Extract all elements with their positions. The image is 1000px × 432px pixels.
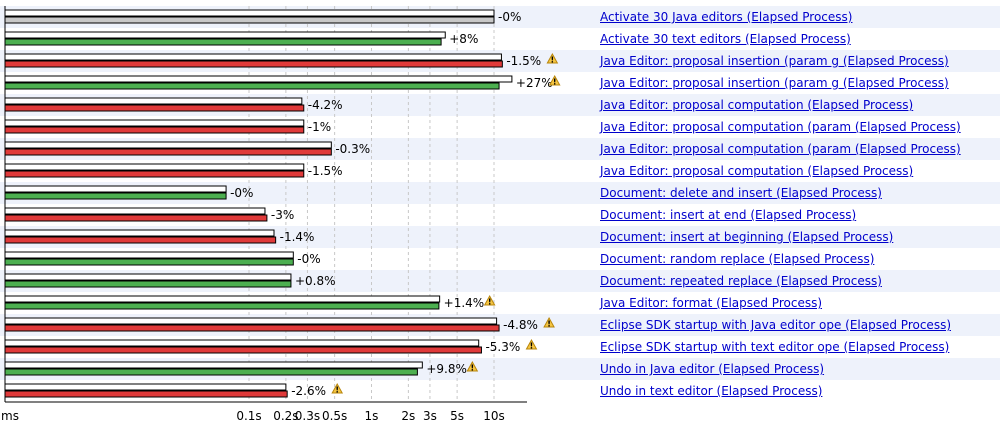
x-tick-label: 2s bbox=[401, 409, 415, 423]
scenario-link[interactable]: Java Editor: proposal computation (param… bbox=[600, 142, 961, 156]
row-background bbox=[0, 182, 1000, 204]
x-tick-label: 5s bbox=[450, 409, 464, 423]
current-bar bbox=[4, 104, 305, 112]
current-bar bbox=[4, 214, 268, 222]
baseline-bar bbox=[4, 251, 294, 259]
delta-label: -0% bbox=[230, 186, 253, 200]
scenario-link[interactable]: Activate 30 text editors (Elapsed Proces… bbox=[600, 32, 851, 46]
scenario-link[interactable]: Eclipse SDK startup with Java editor ope… bbox=[600, 318, 951, 332]
baseline-bar bbox=[4, 163, 305, 171]
x-tick-label: ms bbox=[1, 409, 19, 423]
scenario-link[interactable]: Java Editor: proposal computation (param… bbox=[600, 120, 961, 134]
scenario-link[interactable]: Document: delete and insert (Elapsed Pro… bbox=[600, 186, 882, 200]
current-bar bbox=[4, 280, 292, 288]
delta-label: +1.4% bbox=[444, 296, 485, 310]
current-bar bbox=[4, 390, 288, 398]
baseline-bar bbox=[4, 97, 303, 105]
delta-label: -4.8% bbox=[503, 318, 538, 332]
warning-icon-mark: ! bbox=[335, 386, 339, 395]
current-bar bbox=[4, 60, 503, 68]
baseline-bar bbox=[4, 295, 441, 303]
warning-icon-mark: ! bbox=[553, 78, 557, 87]
delta-label: +27% bbox=[516, 76, 553, 90]
x-tick-label: 3s bbox=[423, 409, 437, 423]
current-bar bbox=[4, 236, 277, 244]
baseline-bar bbox=[4, 273, 292, 281]
current-bar bbox=[4, 170, 305, 178]
scenario-link[interactable]: Document: repeated replace (Elapsed Proc… bbox=[600, 274, 882, 288]
delta-label: -2.6% bbox=[291, 384, 326, 398]
scenario-link[interactable]: Java Editor: proposal insertion (param g… bbox=[600, 54, 949, 68]
baseline-bar bbox=[4, 31, 446, 39]
baseline-bar bbox=[4, 207, 266, 215]
x-tick-label: 0.3s bbox=[295, 409, 320, 423]
delta-label: -0.3% bbox=[335, 142, 370, 156]
scenario-link[interactable]: Document: insert at end (Elapsed Process… bbox=[600, 208, 857, 222]
current-bar bbox=[4, 192, 227, 200]
baseline-bar bbox=[4, 185, 227, 193]
delta-label: -1.5% bbox=[506, 54, 541, 68]
scenario-link[interactable]: Eclipse SDK startup with text editor ope… bbox=[600, 340, 950, 354]
current-bar bbox=[4, 302, 440, 310]
x-tick-label: 1s bbox=[365, 409, 379, 423]
warning-icon-mark: ! bbox=[530, 342, 534, 351]
warning-icon bbox=[543, 316, 555, 328]
baseline-bar bbox=[4, 53, 502, 61]
scenario-link[interactable]: Activate 30 Java editors (Elapsed Proces… bbox=[600, 10, 853, 24]
current-bar bbox=[4, 126, 305, 134]
current-bar bbox=[4, 16, 495, 24]
current-bar bbox=[4, 82, 500, 90]
warning-icon bbox=[546, 52, 559, 64]
delta-label: -1.5% bbox=[308, 164, 343, 178]
scenario-link[interactable]: Java Editor: format (Elapsed Process) bbox=[600, 296, 823, 310]
baseline-bar bbox=[4, 75, 513, 83]
warning-icon-mark: ! bbox=[547, 320, 551, 329]
current-bar bbox=[4, 368, 418, 376]
warning-icon-mark: ! bbox=[471, 364, 475, 373]
warning-icon bbox=[525, 338, 538, 350]
warning-icon bbox=[548, 74, 561, 86]
current-bar bbox=[4, 38, 442, 46]
baseline-bar bbox=[4, 383, 287, 391]
current-bar bbox=[4, 148, 332, 156]
baseline-bar bbox=[4, 361, 423, 369]
baseline-bar bbox=[4, 141, 332, 149]
scenario-link[interactable]: Undo in text editor (Elapsed Process) bbox=[600, 384, 823, 398]
scenario-link[interactable]: Java Editor: proposal insertion (param g… bbox=[600, 76, 949, 90]
scenario-link[interactable]: Java Editor: proposal computation (Elaps… bbox=[600, 98, 914, 112]
scenario-link[interactable]: Undo in Java editor (Elapsed Process) bbox=[600, 362, 825, 376]
scenario-link[interactable]: Document: random replace (Elapsed Proces… bbox=[600, 252, 875, 266]
delta-label: +9.8% bbox=[426, 362, 467, 376]
delta-label: +8% bbox=[449, 32, 478, 46]
x-tick-label: 0.2s bbox=[273, 409, 298, 423]
current-bar bbox=[4, 258, 294, 266]
baseline-bar bbox=[4, 339, 480, 347]
x-tick-label: 0.5s bbox=[322, 409, 347, 423]
warning-icon-mark: ! bbox=[551, 56, 555, 65]
warning-icon-mark: ! bbox=[488, 298, 492, 307]
scenario-link[interactable]: Document: insert at beginning (Elapsed P… bbox=[600, 230, 894, 244]
delta-label: -1% bbox=[308, 120, 331, 134]
x-tick-label: 10s bbox=[483, 409, 505, 423]
delta-label: -5.3% bbox=[485, 340, 520, 354]
delta-label: -0% bbox=[498, 10, 521, 24]
warning-icon bbox=[483, 294, 496, 306]
baseline-bar bbox=[4, 229, 275, 237]
warning-icon bbox=[466, 360, 479, 372]
baseline-bar bbox=[4, 317, 498, 325]
current-bar bbox=[4, 346, 482, 354]
x-tick-label: 0.1s bbox=[236, 409, 261, 423]
delta-label: -0% bbox=[297, 252, 320, 266]
baseline-bar bbox=[4, 9, 495, 17]
delta-label: -3% bbox=[271, 208, 294, 222]
delta-label: +0.8% bbox=[295, 274, 336, 288]
baseline-bar bbox=[4, 119, 305, 127]
warning-icon bbox=[331, 382, 344, 394]
current-bar bbox=[4, 324, 500, 332]
delta-label: -1.4% bbox=[280, 230, 315, 244]
scenario-link[interactable]: Java Editor: proposal computation (Elaps… bbox=[600, 164, 914, 178]
delta-label: -4.2% bbox=[308, 98, 343, 112]
